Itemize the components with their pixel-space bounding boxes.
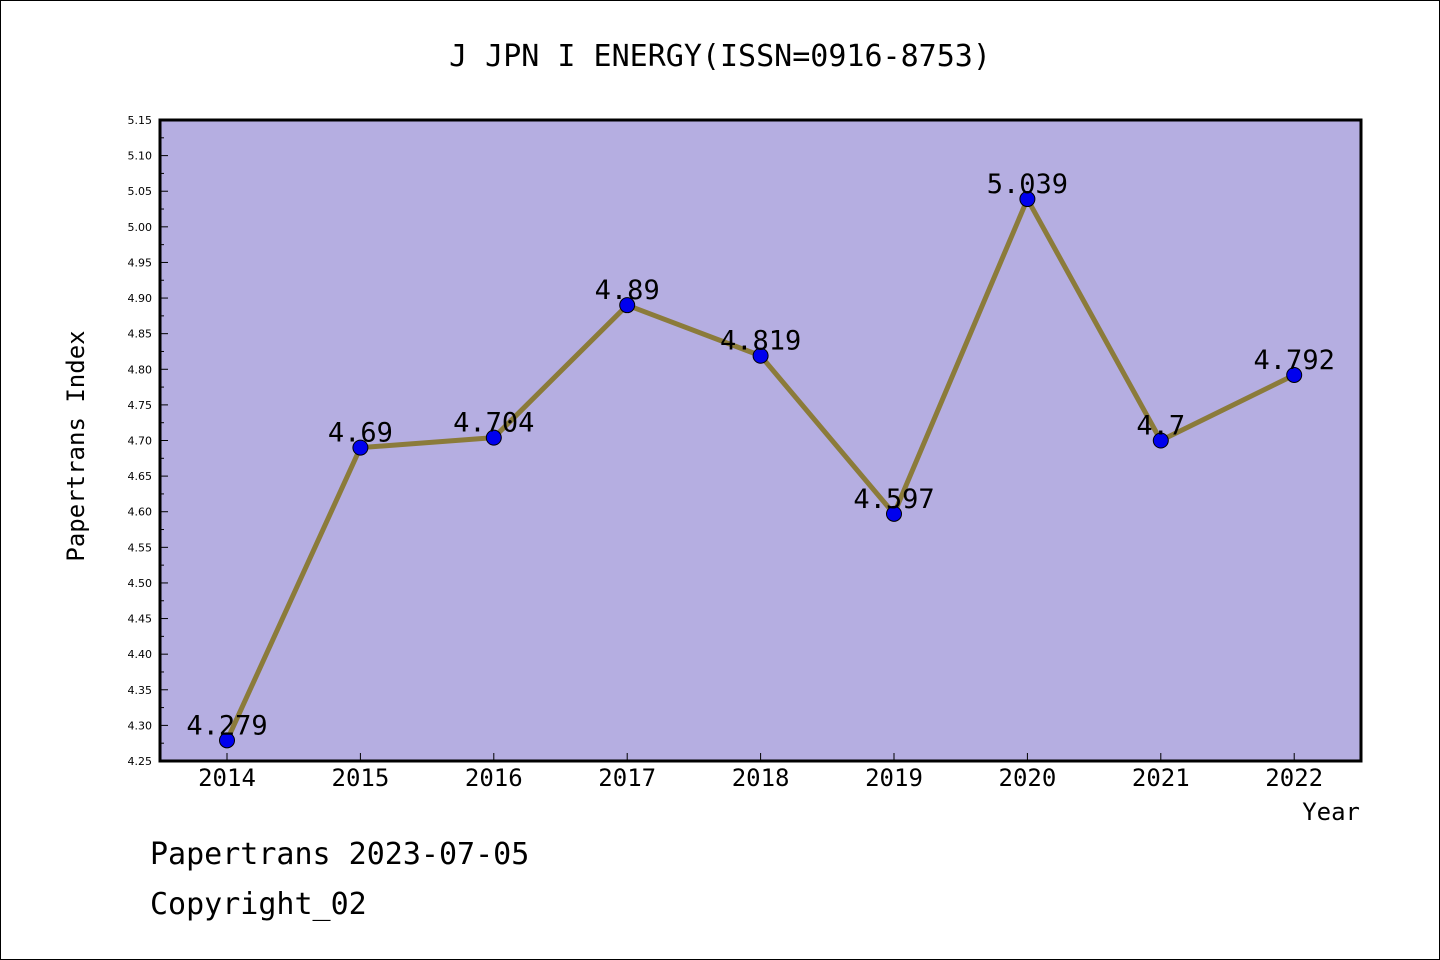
y-tick-label: 4.70 <box>128 435 153 448</box>
footer-date: Papertrans 2023-07-05 <box>150 837 529 872</box>
data-point <box>1019 191 1036 208</box>
y-tick-label: 5.00 <box>128 221 153 234</box>
data-point <box>619 297 636 314</box>
data-point <box>752 347 769 364</box>
y-tick-label: 4.75 <box>128 399 153 412</box>
y-tick-label: 4.55 <box>128 541 153 554</box>
x-tick-label: 2015 <box>332 764 390 792</box>
data-point <box>886 505 902 522</box>
y-tick-label: 4.95 <box>128 256 153 269</box>
y-tick-label: 5.10 <box>128 150 153 163</box>
y-tick-label: 4.85 <box>128 328 153 341</box>
data-point <box>219 732 235 749</box>
data-point <box>1152 432 1169 449</box>
y-tick-label: 4.35 <box>128 684 153 697</box>
x-tick-label: 2022 <box>1265 764 1323 792</box>
data-label: 4.7 <box>1136 411 1185 442</box>
y-axis: 4.25 4.30 4.35 4.40 4.45 4.50 4.55 4.60 4.65 4.70… <box>128 114 168 768</box>
y-tick-label: 5.15 <box>128 114 153 127</box>
data-label: 4.597 <box>853 484 934 515</box>
data-label: 5.039 <box>987 169 1068 200</box>
x-tick-label: 2017 <box>598 764 656 792</box>
x-tick-label: 2016 <box>465 764 523 792</box>
x-axis-label: Year <box>1302 798 1360 826</box>
data-series <box>219 191 1303 749</box>
y-tick-label: 4.60 <box>128 506 153 519</box>
data-label: 4.69 <box>328 418 393 449</box>
data-label: 4.279 <box>186 710 267 741</box>
y-tick-label: 4.65 <box>128 470 153 483</box>
x-tick-label: 2020 <box>999 764 1057 792</box>
x-tick-label: 2021 <box>1132 764 1190 792</box>
y-tick-label: 4.50 <box>128 577 153 590</box>
x-axis: 2014 2015 2016 2017 2018 2019 2020 2021 2022 <box>198 753 1323 792</box>
data-point <box>485 429 502 446</box>
y-tick-label: 4.30 <box>128 719 153 732</box>
y-tick-label: 4.90 <box>128 292 153 305</box>
data-label: 4.704 <box>453 408 534 439</box>
data-point <box>1286 366 1303 383</box>
footer-copyright: Copyright_02 <box>150 887 367 922</box>
y-tick-label: 5.05 <box>128 185 153 198</box>
x-tick-label: 2018 <box>732 764 790 792</box>
data-labels: 4.279 4.69 4.704 4.89 4.819 4.597 5.039 4.7 4.79… <box>186 169 1334 741</box>
data-label: 4.792 <box>1254 345 1335 376</box>
data-label: 4.89 <box>595 275 660 306</box>
y-axis-label: Papertrans Index <box>62 330 90 561</box>
x-tick-label: 2014 <box>198 764 256 792</box>
y-tick-label: 4.40 <box>128 648 153 661</box>
x-tick-label: 2019 <box>865 764 923 792</box>
data-label: 4.819 <box>720 326 801 357</box>
y-tick-label: 4.80 <box>128 363 153 376</box>
y-tick-label: 4.25 <box>128 755 153 768</box>
data-point <box>352 439 369 456</box>
y-tick-label: 4.45 <box>128 613 153 626</box>
chart-title: J JPN I ENERGY(ISSN=0916-8753) <box>449 39 991 74</box>
